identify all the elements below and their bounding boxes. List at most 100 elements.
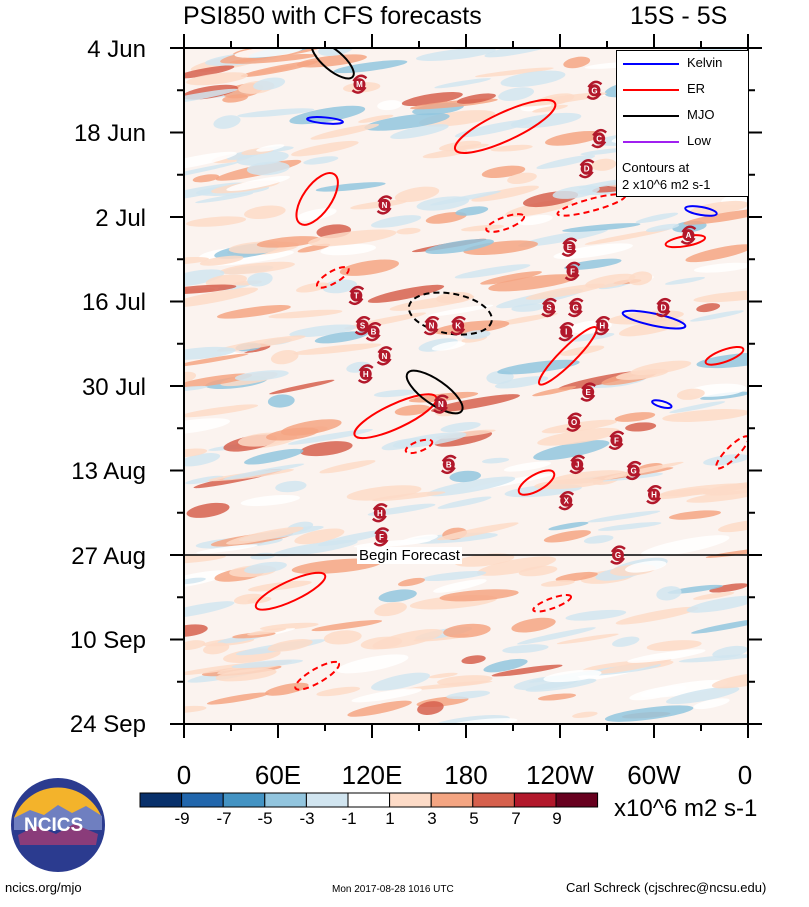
shade-cell <box>591 158 617 171</box>
shade-cell <box>237 108 315 118</box>
begin-forecast-label: Begin Forecast <box>357 547 462 564</box>
storm-marker: N <box>376 346 393 366</box>
shade-cell <box>525 678 597 692</box>
shade-cell <box>511 617 556 633</box>
footer-url[interactable]: ncics.org/mjo <box>5 880 82 895</box>
legend-item-low: Low <box>617 129 748 155</box>
legend-note-line2: 2 x10^6 m2 s-1 <box>622 177 711 192</box>
colorbar-tick-label: -3 <box>299 809 315 828</box>
shade-cell <box>223 463 305 480</box>
x-tick-label: 60E <box>254 760 302 790</box>
colorbar-swatch <box>222 792 266 808</box>
shade-cell <box>229 53 318 64</box>
shade-cell <box>184 284 237 295</box>
shade-cell <box>656 586 682 601</box>
contour <box>704 345 745 366</box>
shade-cell <box>422 570 487 581</box>
shade-cell <box>199 255 244 266</box>
shade-cell <box>293 343 382 355</box>
shade-cell <box>440 422 481 433</box>
y-tick-label: 4 Jun <box>87 36 146 63</box>
colorbar-tick-label: -5 <box>257 809 273 828</box>
shade-cell <box>289 324 357 338</box>
shade-cell <box>507 172 537 185</box>
shade-cell <box>548 521 589 531</box>
shade-cell <box>689 310 744 322</box>
shade-cell <box>184 385 208 392</box>
shade-cell <box>184 418 231 436</box>
shade-cell <box>583 535 614 544</box>
storm-marker: O <box>566 412 582 432</box>
shade-cell <box>691 617 748 634</box>
shade-cell <box>425 238 494 255</box>
contour <box>315 265 350 289</box>
shade-cell <box>401 91 463 107</box>
shade-cell <box>381 437 426 451</box>
shade-cell <box>184 161 240 182</box>
storm-marker: G <box>625 460 642 481</box>
shade-cell <box>580 148 628 156</box>
shade-cell <box>308 229 397 247</box>
x-tick-label: 0 <box>737 760 753 790</box>
shade-cell <box>184 577 206 585</box>
storm-marker-letter: F <box>614 436 619 445</box>
shade-cell <box>614 412 656 422</box>
shade-cell <box>371 491 446 502</box>
storm-marker: D <box>655 297 672 318</box>
colorbar-swatch <box>139 792 183 808</box>
shade-cell <box>598 658 672 674</box>
shade-cell <box>317 529 390 547</box>
shade-cell <box>543 669 602 683</box>
shade-cell <box>184 601 235 619</box>
shade-cell <box>545 130 603 146</box>
storm-marker-letter: N <box>429 322 435 331</box>
colorbar-swatch <box>264 792 307 808</box>
shade-cell <box>428 672 458 679</box>
shade-cell <box>500 70 566 88</box>
y-tick-label: 10 Sep <box>69 627 146 654</box>
storm-marker-letter: E <box>586 388 592 397</box>
shade-cell <box>625 560 667 573</box>
storm-marker-letter: D <box>584 165 590 174</box>
shade-cell <box>497 359 580 375</box>
colorbar-tick-label: -9 <box>174 809 190 828</box>
shade-cell <box>625 422 657 432</box>
storm-marker: N <box>433 394 449 414</box>
shade-cell <box>693 698 730 710</box>
shade-cell <box>351 688 422 703</box>
shade-cell <box>572 711 598 718</box>
shade-cell <box>498 87 535 101</box>
y-tick-label: 24 Sep <box>69 711 146 738</box>
shade-cell <box>184 353 249 367</box>
shade-cell <box>483 658 528 673</box>
legend-label: ER <box>687 81 706 96</box>
shade-cell <box>226 526 304 545</box>
storm-marker: B <box>440 454 457 475</box>
shade-cell <box>612 636 640 647</box>
shade-cell <box>268 309 343 319</box>
shade-cell <box>689 200 748 216</box>
shade-cell <box>627 649 706 663</box>
shade-cell <box>394 186 440 203</box>
shade-cell <box>296 282 330 293</box>
shade-cell <box>645 223 680 232</box>
shade-cell <box>394 404 431 416</box>
storm-marker: N <box>423 316 440 336</box>
shade-cell <box>269 379 335 395</box>
shade-cell <box>565 609 627 621</box>
shade-cell <box>215 668 277 682</box>
shade-cell <box>475 67 554 78</box>
contour <box>404 438 434 455</box>
shade-cell <box>454 553 515 567</box>
shade-cell <box>310 123 380 140</box>
storm-marker-letter: O <box>571 418 577 427</box>
contour <box>353 393 438 440</box>
shade-cell <box>219 261 295 275</box>
shade-cell <box>685 244 748 263</box>
colorbar-tick-label: 9 <box>552 809 562 828</box>
shade-cell <box>417 701 444 716</box>
shade-cell <box>367 284 445 303</box>
shade-cell <box>425 212 467 224</box>
shade-cell <box>649 488 710 500</box>
shade-cell <box>266 427 319 441</box>
